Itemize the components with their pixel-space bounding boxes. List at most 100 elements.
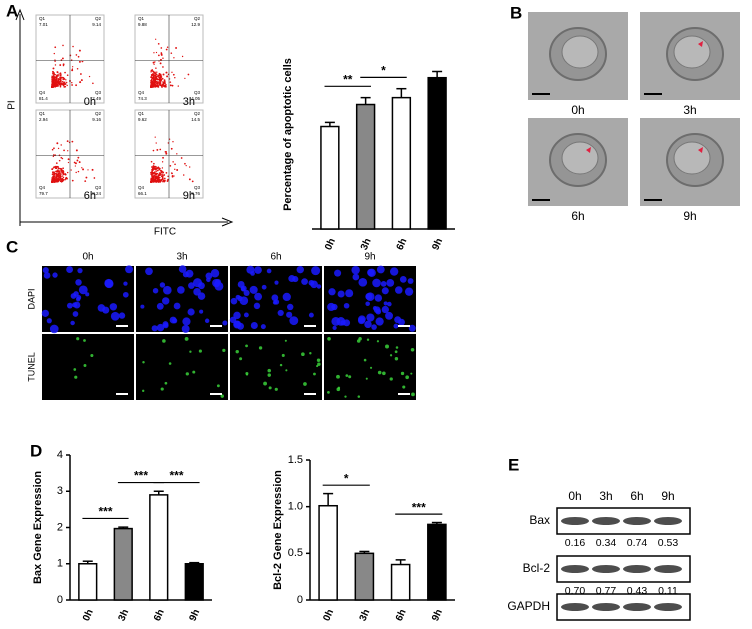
significance-label: *	[381, 64, 386, 78]
flow-dot	[169, 164, 172, 167]
blot-band	[654, 565, 682, 573]
tunel-dot	[220, 394, 224, 398]
nucleus-dot	[42, 267, 49, 274]
y-axis-label: Percentage of apoptotic cells	[282, 58, 294, 211]
flow-dot	[57, 82, 60, 85]
flow-dot	[154, 165, 157, 168]
flow-dot	[171, 84, 174, 87]
tem-arrowhead	[698, 147, 703, 153]
flow-dot	[81, 167, 83, 169]
flow-dot	[161, 175, 164, 178]
flow-dot	[162, 156, 164, 159]
tunel-dot	[377, 370, 382, 375]
x-tick-label: 6h	[152, 608, 167, 623]
tunel-dot	[366, 338, 370, 341]
flow-dot	[92, 82, 94, 85]
flow-dot	[55, 76, 58, 79]
flow-dot	[150, 173, 153, 176]
y-tick-label: 4	[57, 449, 63, 461]
flow-dot	[51, 148, 54, 151]
flow-dot	[52, 175, 54, 178]
quadrant-name: Q4	[39, 90, 46, 95]
flow-dot	[157, 74, 160, 77]
flow-dot	[65, 79, 67, 81]
nucleus-dot	[277, 309, 284, 317]
tunel-dot	[267, 368, 271, 373]
nucleus-dot	[334, 269, 342, 277]
flow-dot	[152, 73, 155, 76]
flow-dot	[160, 180, 162, 182]
nucleus-dot	[393, 323, 399, 329]
tunel-dot	[284, 339, 287, 342]
flow-dot	[57, 167, 60, 170]
quadrant-name: Q3	[95, 90, 102, 95]
tunel-dot	[168, 362, 172, 365]
nucleus-dot	[102, 306, 110, 314]
nucleus-dot	[78, 285, 88, 295]
quadrant-name: Q1	[138, 16, 145, 21]
tunel-dot	[363, 358, 367, 362]
nucleus-dot	[181, 324, 190, 333]
flow-dot	[54, 81, 57, 84]
blot-band	[592, 517, 620, 525]
flow-dot	[153, 178, 156, 181]
flow-dot	[57, 80, 59, 82]
tunel-dot	[263, 381, 267, 386]
flow-dot	[162, 81, 164, 83]
flow-dot	[75, 171, 77, 174]
flow-dot	[150, 81, 153, 84]
flow-dot	[52, 155, 55, 158]
y-axis-label: Bcl-2 Gene Expression	[272, 470, 284, 590]
y-tick-label: 0	[297, 594, 303, 606]
y-axis-label: Bax Gene Expression	[32, 471, 44, 584]
nucleus-dot	[210, 269, 220, 278]
flow-dot	[72, 45, 74, 48]
flow-dot	[162, 73, 165, 76]
flow-dot	[71, 69, 74, 72]
flow-dot	[154, 83, 157, 86]
flow-dot	[152, 84, 154, 86]
flow-dot	[158, 74, 161, 77]
nucleus-dot	[72, 311, 79, 317]
tunel-dot	[73, 368, 77, 371]
flow-dot	[163, 79, 166, 82]
nucleus-dot	[151, 325, 158, 332]
tunel-dot	[192, 370, 196, 374]
nucleus-dot	[70, 320, 75, 326]
flow-dot	[78, 49, 81, 52]
x-tick-label: 9h	[430, 237, 445, 252]
flow-dot	[59, 81, 61, 83]
column-label: 9h	[364, 252, 375, 263]
nucleus-dot	[182, 317, 191, 326]
nucleus-dot	[41, 309, 49, 317]
nucleus-dot	[292, 276, 299, 283]
flow-dot	[156, 71, 158, 73]
flow-dot	[163, 81, 166, 84]
flow-dot	[51, 77, 53, 79]
micrograph	[42, 266, 134, 332]
flow-dot	[74, 165, 76, 167]
flow-dot	[153, 52, 155, 54]
flow-dot	[55, 85, 57, 87]
axis-label: PI	[7, 100, 18, 109]
tunel-dot	[142, 361, 145, 364]
flow-dot	[78, 60, 81, 63]
flow-dot	[177, 85, 179, 87]
nucleus-dot	[162, 297, 170, 305]
flow-dot	[66, 84, 68, 87]
flow-dot	[55, 166, 57, 169]
time-label: 3h	[183, 96, 195, 108]
nucleus-dot	[152, 287, 159, 294]
row-label: TUNEL	[26, 352, 36, 382]
quadrant-value: 79.7	[39, 191, 48, 196]
nucleus-dot	[206, 277, 211, 283]
flow-dot	[152, 149, 155, 152]
nucleus-dot	[118, 312, 126, 319]
flow-dot	[180, 157, 183, 159]
flow-dot	[154, 71, 156, 73]
x-tick-label: 9h	[430, 608, 445, 623]
time-label: 3h	[683, 103, 696, 117]
flow-dot	[60, 173, 62, 176]
flow-dot	[158, 172, 161, 174]
flow-dot	[84, 180, 87, 182]
